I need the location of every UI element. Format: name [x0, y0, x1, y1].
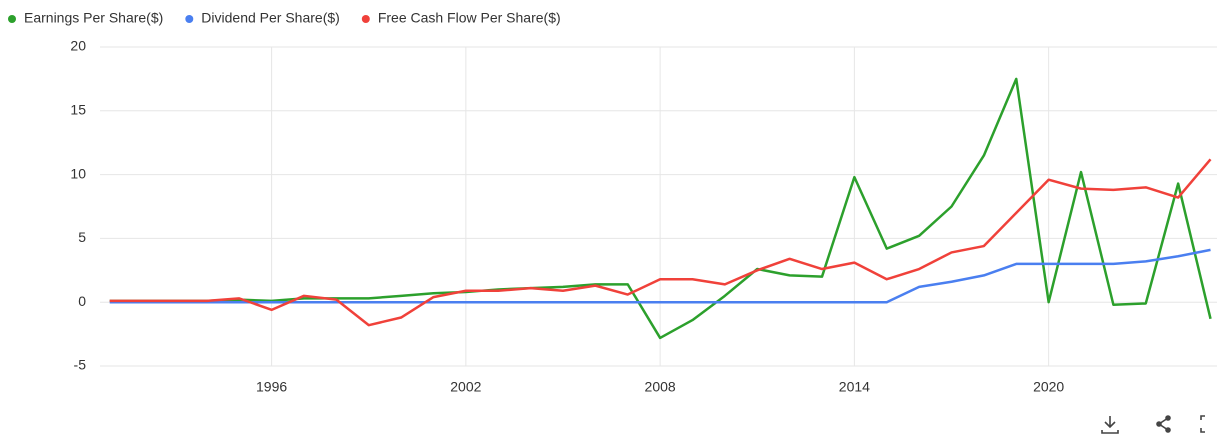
x-tick-label: 1996 [256, 379, 287, 395]
download-icon[interactable] [1101, 416, 1119, 434]
y-tick-label: 20 [70, 38, 86, 54]
share-icon[interactable] [1156, 415, 1171, 433]
x-tick-label: 2020 [1033, 379, 1064, 395]
toolbar [1101, 415, 1205, 434]
plot-area [109, 77, 1212, 340]
x-tick-label: 2014 [839, 379, 870, 395]
y-tick-label: 0 [78, 293, 86, 309]
fullscreen-icon[interactable] [1200, 415, 1205, 433]
grid: -5 0 5 10 15 20 1996 2002 2008 2014 2020 [70, 38, 1217, 395]
x-tick-label: 2008 [645, 379, 676, 395]
y-tick-label: -5 [74, 357, 87, 373]
legend: Earnings Per Share($) Dividend Per Share(… [8, 10, 561, 26]
legend-marker [361, 15, 370, 23]
y-tick-label: 10 [70, 165, 86, 181]
y-tick-label: 15 [70, 102, 86, 118]
y-tick-label: 5 [78, 229, 86, 245]
legend-label: Earnings Per Share($) [24, 10, 163, 26]
series-line [109, 158, 1212, 327]
legend-label: Free Cash Flow Per Share($) [378, 10, 561, 26]
x-tick-label: 2002 [450, 379, 481, 395]
legend-label: Dividend Per Share($) [201, 10, 340, 26]
series-line [109, 248, 1211, 304]
legend-marker [185, 15, 194, 23]
legend-marker [8, 15, 16, 23]
